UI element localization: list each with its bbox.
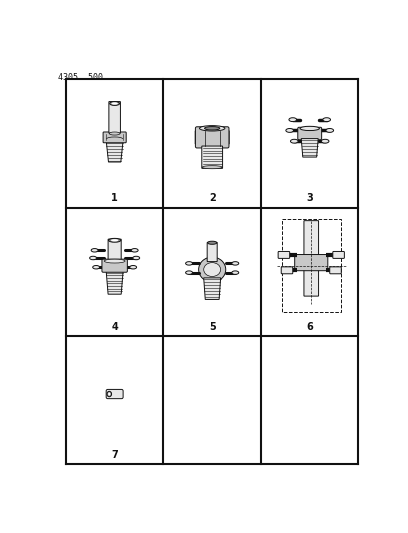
Polygon shape: [106, 271, 123, 294]
FancyBboxPatch shape: [109, 102, 120, 133]
Ellipse shape: [200, 126, 225, 131]
Ellipse shape: [199, 257, 226, 282]
FancyBboxPatch shape: [298, 127, 322, 140]
Ellipse shape: [300, 126, 319, 131]
Ellipse shape: [204, 263, 221, 277]
FancyBboxPatch shape: [333, 252, 344, 259]
Ellipse shape: [91, 248, 98, 252]
Ellipse shape: [232, 271, 239, 274]
Ellipse shape: [232, 262, 239, 265]
Ellipse shape: [186, 262, 193, 265]
Ellipse shape: [130, 265, 137, 269]
Ellipse shape: [286, 128, 293, 132]
Ellipse shape: [104, 259, 125, 263]
FancyBboxPatch shape: [102, 259, 127, 272]
Text: 2: 2: [209, 193, 215, 204]
Ellipse shape: [289, 118, 297, 122]
Ellipse shape: [111, 102, 118, 104]
Polygon shape: [301, 139, 318, 157]
FancyBboxPatch shape: [295, 255, 328, 271]
Ellipse shape: [109, 238, 121, 242]
Ellipse shape: [202, 166, 222, 169]
Text: 4: 4: [111, 322, 118, 332]
Ellipse shape: [133, 256, 140, 260]
Ellipse shape: [208, 241, 217, 244]
Text: 4305  500: 4305 500: [58, 73, 103, 82]
FancyBboxPatch shape: [106, 390, 123, 399]
FancyBboxPatch shape: [207, 243, 217, 262]
Ellipse shape: [290, 139, 298, 143]
Ellipse shape: [108, 392, 111, 395]
Text: 3: 3: [306, 193, 313, 204]
FancyBboxPatch shape: [281, 267, 293, 274]
Text: 5: 5: [209, 322, 215, 332]
Text: 1: 1: [111, 193, 118, 204]
Ellipse shape: [186, 271, 193, 274]
FancyBboxPatch shape: [202, 146, 223, 168]
FancyBboxPatch shape: [195, 127, 229, 148]
Ellipse shape: [323, 118, 330, 122]
Polygon shape: [195, 126, 229, 148]
FancyBboxPatch shape: [304, 269, 319, 296]
Ellipse shape: [326, 128, 334, 132]
Ellipse shape: [131, 248, 138, 252]
FancyBboxPatch shape: [330, 267, 341, 274]
Ellipse shape: [204, 126, 220, 130]
Ellipse shape: [107, 391, 111, 397]
Ellipse shape: [90, 256, 97, 260]
Ellipse shape: [321, 139, 329, 143]
FancyBboxPatch shape: [103, 132, 126, 143]
Ellipse shape: [110, 102, 120, 106]
FancyBboxPatch shape: [278, 252, 290, 259]
Polygon shape: [106, 141, 123, 162]
Ellipse shape: [111, 239, 118, 241]
Polygon shape: [204, 278, 221, 300]
FancyBboxPatch shape: [304, 221, 319, 264]
Text: 7: 7: [111, 450, 118, 460]
Ellipse shape: [109, 132, 120, 135]
Text: 6: 6: [306, 322, 313, 332]
Ellipse shape: [93, 265, 100, 269]
FancyBboxPatch shape: [108, 239, 121, 266]
